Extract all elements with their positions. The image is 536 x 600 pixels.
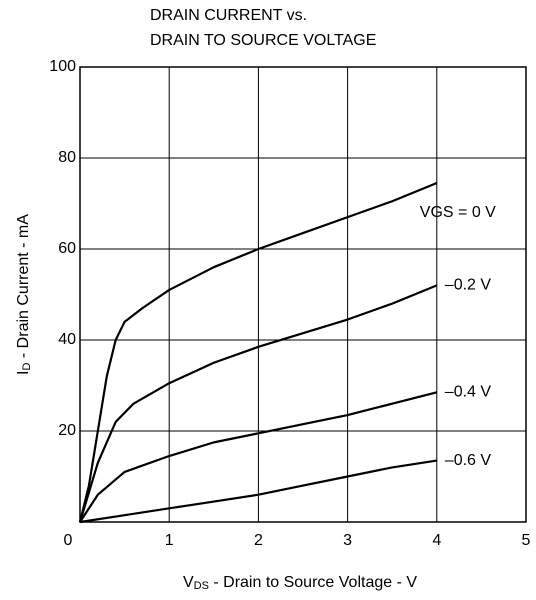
x-axis-label: VDS - Drain to Source Voltage - V <box>183 574 417 592</box>
line-series <box>79 459 437 524</box>
x-tick-label: 4 <box>432 532 441 549</box>
y-axis-label-part: - Drain Current - mA <box>15 214 32 363</box>
y-tick-label: 100 <box>49 58 76 75</box>
x-tick-label: 0 <box>64 532 73 549</box>
y-axis-label-part: D <box>21 362 33 370</box>
line-series <box>78 182 438 523</box>
x-axis-label-part: V <box>183 574 194 591</box>
plot-frame <box>79 66 527 523</box>
series-label: –0.2 V <box>445 277 492 294</box>
chart-title-line: DRAIN CURRENT vs. <box>150 7 307 24</box>
y-tick-label: 60 <box>58 240 76 257</box>
series-label: –0.6 V <box>445 452 492 469</box>
x-tick-label: 2 <box>254 532 263 549</box>
y-tick-label: 20 <box>58 422 76 439</box>
x-tick-label: 1 <box>165 532 174 549</box>
y-tick-label: 80 <box>58 149 76 166</box>
y-tick-label: 40 <box>58 331 76 348</box>
y-axis-label-part: I <box>15 370 32 374</box>
series-label: –0.4 V <box>445 384 492 401</box>
x-axis-label-part: DS <box>194 580 209 592</box>
x-tick-label: 3 <box>343 532 352 549</box>
x-tick-label: 5 <box>522 532 531 549</box>
y-axis-label: ID - Drain Current - mA <box>15 214 33 375</box>
chart-title-line: DRAIN TO SOURCE VOLTAGE <box>150 32 376 49</box>
line-series <box>78 284 438 523</box>
line-series <box>79 391 438 523</box>
x-axis-label-part: - Drain to Source Voltage - V <box>209 574 417 591</box>
series-label: VGS = 0 V <box>420 204 496 221</box>
